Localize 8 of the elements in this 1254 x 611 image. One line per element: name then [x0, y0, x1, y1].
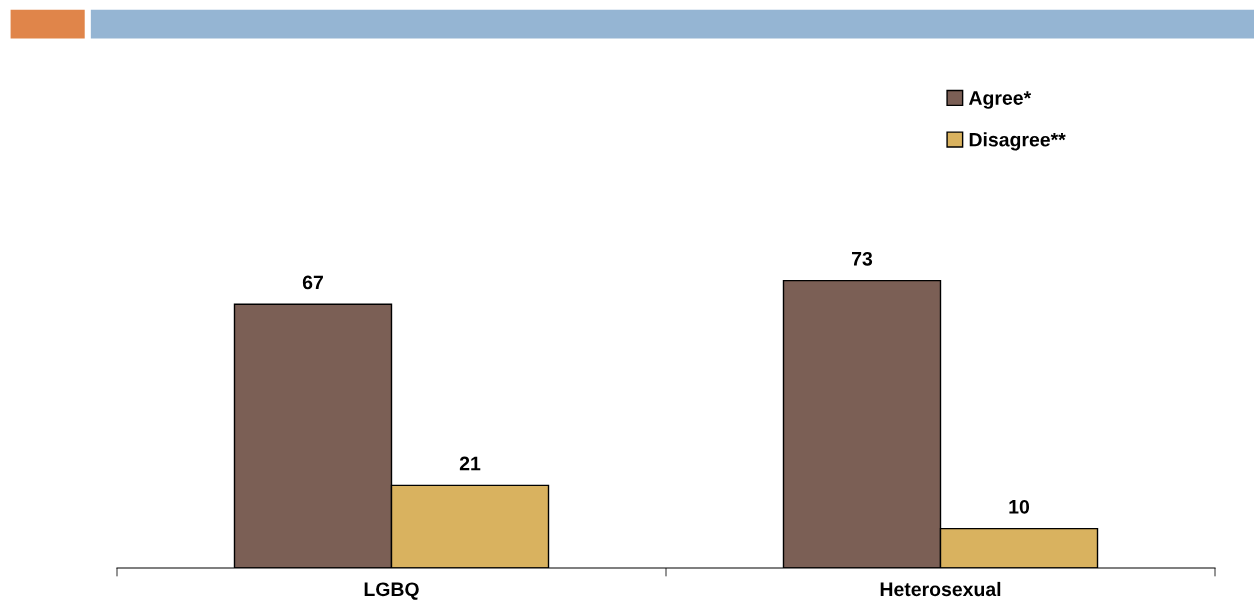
data-label: 67: [302, 275, 323, 290]
legend-label: Disagree**: [969, 132, 1066, 151]
x-tick-label: LGBQ: [364, 582, 419, 600]
data-label: 73: [852, 251, 873, 266]
x-tick-label: Heterosexual: [880, 581, 1001, 597]
legend-label: Agree*: [968, 91, 1032, 109]
data-label: 10: [1009, 499, 1030, 514]
data-label: 21: [459, 456, 481, 471]
